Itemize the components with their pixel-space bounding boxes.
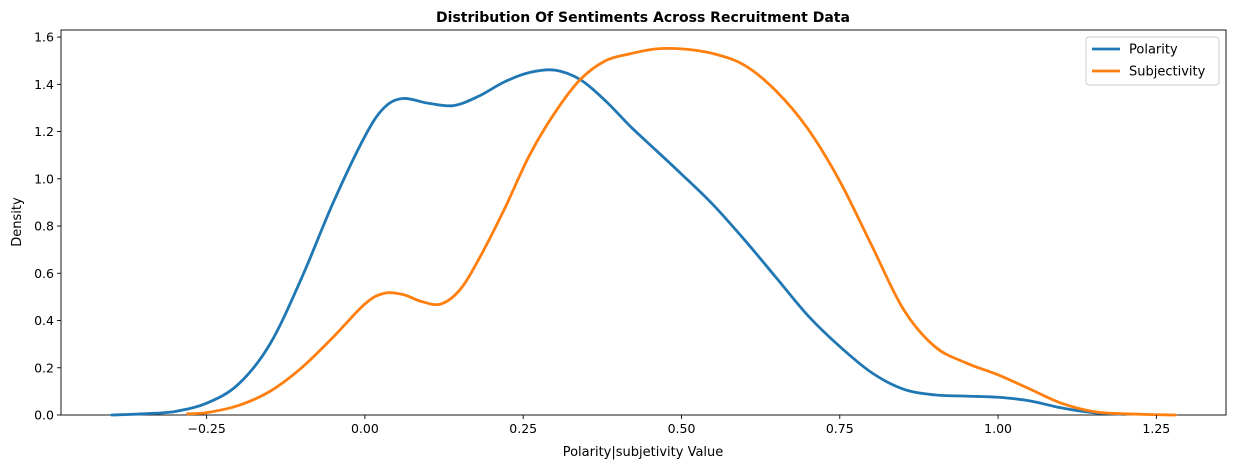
y-tick-label: 1.2: [34, 124, 54, 139]
y-tick-label: 1.6: [34, 30, 54, 45]
y-tick-label: 0.6: [34, 266, 54, 281]
y-axis-label: Density: [10, 197, 25, 247]
legend-label-subjectivity: Subjectivity: [1129, 65, 1206, 80]
x-tick-label: −0.25: [187, 421, 225, 436]
series-line-subjectivity: [186, 46, 1177, 417]
x-tick-label: 0.00: [351, 421, 379, 436]
y-tick-label: 1.4: [34, 77, 54, 92]
y-tick-label: 0.0: [34, 408, 54, 423]
x-tick-label: 0.25: [509, 421, 537, 436]
plot-area: [60, 29, 1227, 417]
x-tick-label: 0.50: [668, 421, 696, 436]
x-axis: −0.25 0.00 0.25 0.50 0.75 1.00 1.25: [187, 415, 1170, 436]
y-tick-label: 0.2: [34, 360, 54, 375]
chart-title: Distribution Of Sentiments Across Recrui…: [436, 10, 850, 26]
x-tick-label: 1.00: [984, 421, 1012, 436]
y-tick-label: 1.0: [34, 171, 54, 186]
x-tick-label: 0.75: [826, 421, 854, 436]
plot-frame: [60, 29, 1227, 416]
y-axis: 0.0 0.2 0.4 0.6 0.8 1.0 1.2 1.4 1.6: [34, 30, 61, 423]
legend-label-polarity: Polarity: [1129, 43, 1178, 58]
x-axis-label: Polarity|subjetivity Value: [563, 445, 724, 460]
y-tick-label: 0.8: [34, 219, 54, 234]
legend: Polarity Subjectivity: [1085, 36, 1220, 86]
y-tick-label: 0.4: [34, 313, 54, 328]
series-line-polarity: [110, 68, 1127, 417]
x-tick-label: 1.25: [1142, 421, 1170, 436]
